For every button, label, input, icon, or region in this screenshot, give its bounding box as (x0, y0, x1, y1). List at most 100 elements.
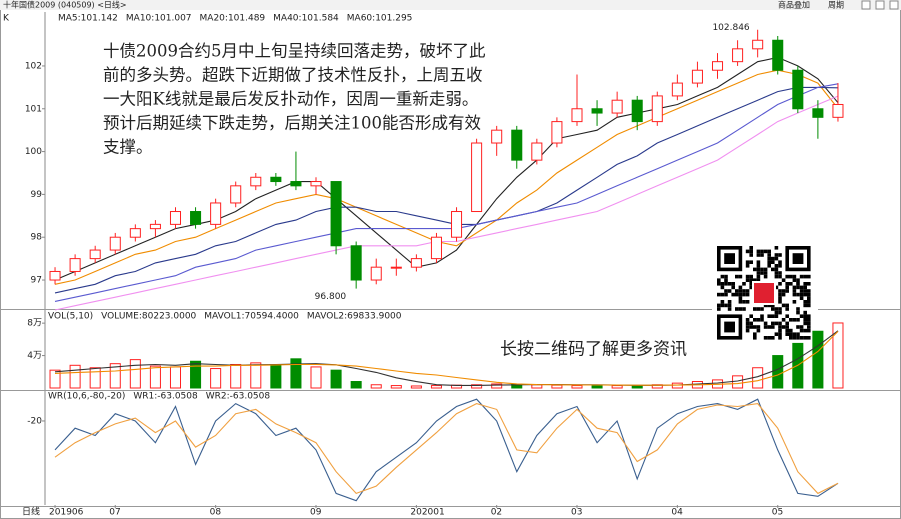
qr-cell (778, 296, 782, 300)
y-tick-label: -20 (27, 416, 42, 426)
candle-body (350, 245, 362, 281)
volume-bar (350, 381, 362, 389)
candle-body (250, 176, 262, 187)
qr-cell (785, 303, 789, 308)
candle-body (551, 121, 563, 144)
volume-bar (611, 385, 623, 389)
candle-body (149, 223, 161, 230)
ma-line (54, 56, 839, 281)
qr-cell (807, 274, 811, 279)
icon-button[interactable] (861, 0, 871, 10)
period-button[interactable]: 周期 (828, 1, 844, 10)
candle-body (451, 211, 463, 238)
volume-bar (390, 385, 402, 389)
qr-cell (753, 325, 757, 329)
qr-cell (771, 336, 775, 340)
qr-cell (753, 318, 757, 322)
qr-cell (785, 321, 789, 326)
qr-cell (771, 321, 775, 326)
qr-cell (742, 289, 746, 293)
qr-cell (749, 260, 753, 264)
mavol-line (54, 330, 839, 386)
qr-code (712, 242, 818, 346)
volume-bar (69, 364, 81, 389)
candle-body (531, 142, 543, 161)
qr-cell (796, 282, 800, 286)
qr-cell (738, 300, 743, 304)
volume-bar (49, 369, 61, 389)
candle-body (390, 266, 402, 269)
volume-bar (591, 384, 603, 389)
candle-body (471, 142, 483, 213)
qr-cell (803, 318, 807, 322)
qr-cell (763, 303, 768, 308)
qr-cell (767, 336, 771, 340)
qr-cell (756, 274, 761, 279)
volume-bar (531, 384, 543, 389)
qr-cell (807, 325, 811, 329)
qr-cell (789, 318, 793, 322)
volume-bar (631, 385, 643, 389)
candle-body (711, 61, 724, 71)
x-tick-label: 02 (491, 508, 502, 518)
y-tick-label: 101 (25, 104, 42, 114)
volume-bar (471, 384, 483, 389)
qr-cell (771, 325, 775, 329)
candle-body (69, 258, 81, 272)
qr-cell (756, 318, 761, 322)
qr-cell (763, 321, 768, 326)
qr-cell (720, 292, 725, 297)
ma-line (54, 83, 839, 302)
forecast-line: 预计后期延续下跌走势，后期关注100能否形成有效 (103, 114, 481, 133)
qr-cell (753, 307, 757, 311)
qr-cell (767, 256, 771, 261)
legend-entry: MAVOL2:69833.9000 (307, 312, 402, 322)
candle-body (752, 39, 764, 50)
qr-cell (717, 307, 721, 311)
k-label: K (3, 14, 10, 24)
qr-cell (803, 303, 807, 308)
legend-entry: MA60:101.295 (347, 14, 413, 24)
x-tick-label: 07 (109, 508, 120, 518)
qr-cell (738, 307, 743, 311)
qr-cell (796, 318, 800, 322)
qr-cell (781, 318, 786, 322)
qr-cell (778, 264, 782, 268)
volume-bar (410, 385, 422, 389)
qr-cell (774, 310, 779, 315)
volume-bar (732, 375, 744, 389)
qr-cell (753, 332, 757, 336)
volume-bar (210, 368, 222, 389)
qr-cell (756, 249, 761, 254)
mavol-line (54, 331, 839, 386)
candle-body (169, 211, 182, 225)
qr-cell (745, 321, 750, 326)
qr-cell (799, 292, 804, 297)
candle-body (591, 108, 603, 114)
candle-body (832, 103, 844, 118)
candle-body (732, 48, 744, 63)
low-label: 96.800 (315, 292, 347, 302)
icon-button[interactable] (875, 0, 885, 10)
y-tick-label: 8万 (27, 319, 42, 329)
legend-entry: WR(10,6,-80,-20) (48, 392, 125, 402)
icon-button[interactable] (889, 0, 899, 10)
candle-body (430, 236, 442, 260)
qr-cell (778, 328, 782, 333)
qr-finder (724, 253, 735, 264)
qr-cell (749, 314, 753, 318)
volume-bar (491, 383, 503, 389)
qr-logo (752, 281, 776, 305)
qr-cell (717, 282, 721, 286)
qr-cell (807, 289, 811, 293)
qr-cell (760, 307, 764, 311)
qr-cell (778, 325, 782, 329)
qr-cell (745, 300, 750, 304)
overlay-button[interactable]: 商品叠加 (778, 0, 810, 10)
qr-cell (724, 278, 728, 282)
commentary-line: 一大阳K线就是最后发反扑动作，因周一重新走弱。 (103, 90, 478, 109)
qr-cell (717, 292, 721, 297)
qr-cell (778, 274, 782, 279)
qr-cell (778, 271, 782, 275)
qr-cell (785, 314, 789, 318)
